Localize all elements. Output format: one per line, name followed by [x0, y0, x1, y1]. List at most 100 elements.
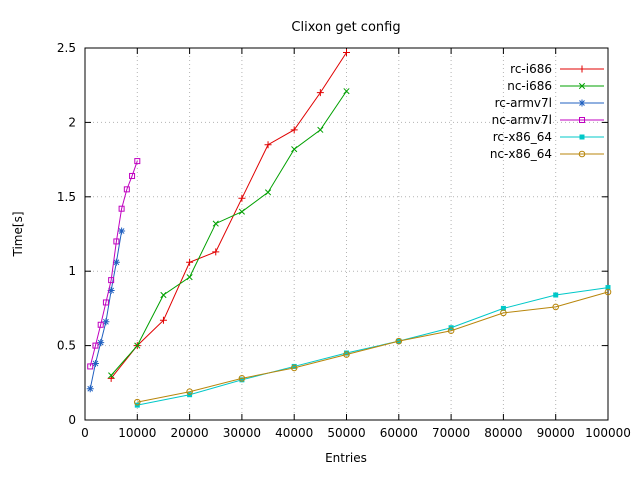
legend-item-nc-i686: nc-i686: [507, 79, 604, 93]
series-line: [137, 291, 609, 403]
point-marker: [134, 398, 141, 406]
y-tick-label: 2.5: [57, 41, 76, 55]
point-marker: [134, 158, 141, 165]
legend-label: nc-armv7l: [492, 113, 552, 127]
point-marker: [578, 99, 586, 107]
point-marker: [87, 363, 94, 370]
point-marker: [343, 48, 350, 56]
point-marker: [578, 82, 586, 90]
legend-item-rc-armv7l: rc-armv7l: [495, 96, 604, 110]
point-marker: [578, 150, 586, 158]
series-line: [89, 160, 138, 367]
y-tick-label: 0.5: [57, 339, 76, 353]
legend-item-rc-x86_64: rc-x86_64: [493, 130, 604, 144]
legend-label: rc-x86_64: [493, 130, 552, 144]
point-marker: [579, 117, 585, 123]
point-marker: [108, 277, 115, 284]
point-marker: [186, 388, 193, 396]
x-tick-label: 30000: [223, 426, 261, 440]
series-nc-i686: [108, 88, 350, 379]
x-tick-label: 100000: [585, 426, 631, 440]
point-marker: [604, 288, 612, 296]
x-tick-label: 0: [81, 426, 89, 440]
point-marker: [500, 305, 506, 311]
x-tick-label: 50000: [327, 426, 365, 440]
y-tick-label: 0: [68, 413, 76, 427]
x-tick-label: 90000: [537, 426, 575, 440]
series-rc-x86_64: [134, 285, 611, 408]
point-marker: [112, 258, 120, 266]
y-tick-label: 2: [68, 115, 76, 129]
y-tick-label: 1.5: [57, 190, 76, 204]
x-tick-label: 40000: [275, 426, 313, 440]
point-marker: [238, 375, 246, 382]
legend-item-nc-x86_64: nc-x86_64: [490, 147, 604, 161]
point-marker: [605, 285, 611, 291]
x-axis-title: Entries: [325, 451, 367, 465]
point-marker: [118, 227, 126, 235]
series-line: [137, 287, 609, 406]
point-marker: [129, 172, 136, 179]
series-line: [89, 230, 123, 389]
point-marker: [86, 385, 94, 393]
point-marker: [160, 291, 167, 299]
point-marker: [97, 339, 105, 347]
legend-item-rc-i686: rc-i686: [510, 62, 604, 76]
x-tick-label: 10000: [118, 426, 156, 440]
point-marker: [578, 65, 586, 73]
point-marker: [186, 258, 194, 266]
point-marker: [113, 238, 120, 245]
y-tick-label: 1: [68, 264, 76, 278]
point-marker: [291, 146, 298, 153]
point-marker: [238, 194, 246, 202]
series-nc-x86_64: [134, 288, 612, 406]
point-marker: [186, 274, 193, 281]
point-marker: [108, 372, 115, 379]
point-marker: [118, 205, 125, 212]
point-marker: [343, 351, 350, 358]
chart-title: Clixon get config: [291, 20, 400, 35]
x-tick-label: 60000: [380, 426, 418, 440]
series-nc-armv7l: [87, 158, 141, 370]
series-rc-armv7l: [86, 227, 126, 393]
point-marker: [343, 88, 350, 95]
point-marker: [395, 337, 403, 345]
point-marker: [317, 126, 324, 133]
point-marker: [102, 299, 109, 306]
point-marker: [239, 377, 245, 383]
point-marker: [552, 303, 560, 311]
point-marker: [91, 359, 99, 367]
point-marker: [264, 189, 272, 196]
legend-label: rc-armv7l: [495, 96, 552, 110]
point-marker: [97, 321, 104, 328]
y-axis-title: Time[s]: [11, 212, 25, 258]
legend-label: rc-i686: [510, 62, 552, 76]
point-marker: [344, 350, 349, 356]
legend-label: nc-i686: [507, 79, 552, 93]
series-line: [110, 52, 347, 379]
x-tick-label: 80000: [484, 426, 522, 440]
point-marker: [291, 363, 297, 369]
series-line: [110, 90, 347, 376]
legend-label: nc-x86_64: [490, 147, 552, 161]
x-tick-label: 20000: [171, 426, 209, 440]
point-marker: [553, 292, 559, 298]
point-marker: [290, 126, 298, 134]
axes: 0 10000 20000 30000 40000 50000 60000 70000 8000…: [57, 41, 631, 440]
x-tick-label: 70000: [432, 426, 470, 440]
data-series: [86, 48, 612, 408]
point-marker: [290, 364, 298, 372]
point-marker: [212, 220, 219, 227]
point-marker: [123, 186, 130, 193]
point-marker: [500, 309, 507, 317]
point-marker: [134, 342, 141, 349]
point-marker: [159, 316, 167, 324]
point-marker: [447, 327, 455, 335]
legend-item-nc-armv7l: nc-armv7l: [492, 113, 604, 127]
point-marker: [92, 342, 99, 349]
point-marker: [238, 208, 245, 215]
legend: rc-i686 nc-i686 rc-armv7l nc-armv7l rc-x86_6…: [490, 62, 604, 161]
point-marker: [212, 248, 220, 256]
